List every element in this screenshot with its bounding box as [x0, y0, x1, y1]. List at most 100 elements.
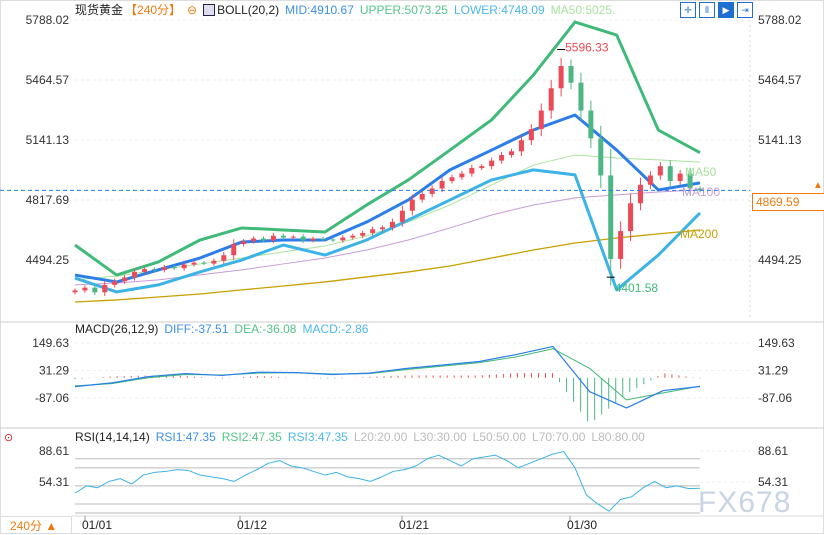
l30-value: L30:30.00: [413, 430, 467, 444]
y-tick-right: 5141.13: [758, 133, 802, 147]
candle-body: [489, 160, 495, 167]
candle-body: [171, 267, 177, 269]
candle-body: [568, 66, 574, 83]
candle-body: [161, 267, 167, 271]
l20-value: L20:20.00: [353, 430, 408, 444]
candle-body: [370, 229, 376, 233]
candle-body: [509, 151, 515, 156]
macd-name[interactable]: MACD(26,12,9): [75, 322, 159, 336]
lower-value: LOWER:4748.09: [453, 3, 545, 17]
candle-body: [112, 281, 118, 285]
candle-body: [330, 239, 336, 241]
candle-body: [469, 168, 475, 174]
y-tick-left: 4817.69: [26, 193, 70, 207]
macd-y-tick-right: 149.63: [758, 336, 795, 350]
rsi-y-tick-left: 54.31: [39, 475, 69, 489]
candle-body: [499, 155, 505, 161]
candle-body: [409, 199, 415, 211]
x-tick-label: 01/01: [82, 518, 112, 532]
candle-body: [270, 235, 276, 241]
candle-body: [598, 138, 604, 176]
rsi-y-tick-left: 88.61: [39, 444, 69, 458]
dea-value: DEA:-36.08: [234, 322, 297, 336]
macd-header: MACD(26,12,9) DIFF:-37.51 DEA:-36.08 MAC…: [75, 322, 368, 336]
settings-icon[interactable]: ⊖: [187, 3, 198, 17]
y-tick-left: 5788.02: [26, 13, 70, 27]
macd-y-tick-left: -87.06: [35, 391, 69, 405]
candle-body: [181, 264, 187, 269]
candle-body: [340, 237, 346, 241]
candle-body: [320, 238, 326, 240]
l70-value: L70:70.00: [532, 430, 586, 444]
candle-body: [280, 235, 286, 238]
line-rsi1: [74, 451, 701, 512]
indicator-icon[interactable]: [203, 4, 216, 16]
current-price-label: 4869.59: [752, 193, 824, 211]
candle-body: [528, 129, 534, 141]
period-label[interactable]: 【240分】: [125, 3, 182, 17]
candle-body: [251, 238, 257, 242]
candle-body: [132, 271, 138, 278]
y-tick-left: 5141.13: [26, 133, 70, 147]
candle-body: [92, 287, 98, 293]
crosshair-icon[interactable]: ✛: [680, 2, 696, 18]
candle-body: [221, 255, 227, 261]
candle-body: [350, 235, 356, 238]
candle-body: [687, 173, 693, 189]
candle-body: [231, 244, 237, 256]
candle-body: [459, 173, 465, 178]
rsi-name[interactable]: RSI(14,14,14): [75, 430, 150, 444]
scroll-up-icon[interactable]: ▲: [813, 180, 823, 191]
macd-value: MACD:-2.86: [302, 322, 369, 336]
watermark: FX678: [698, 486, 792, 519]
line-mid: [74, 113, 701, 284]
line-upper: [74, 20, 701, 277]
candle-body: [479, 166, 485, 169]
candle-body: [380, 227, 386, 230]
macd-y-tick-left: 31.29: [39, 363, 69, 377]
y-tick-right: 4494.25: [758, 253, 802, 267]
y-tick-right: 5788.02: [758, 13, 802, 27]
candle-body: [419, 194, 425, 200]
mid-value: MID:4910.67: [285, 3, 354, 17]
timeframe-button[interactable]: 240分 ▲: [0, 516, 72, 534]
rsi1-value: RSI1:47.35: [155, 430, 216, 444]
line-ma200: [74, 229, 701, 303]
candle-body: [241, 241, 247, 245]
toolbar: ✛ ⫴ ▶ ⇥: [680, 2, 753, 18]
candle-body: [628, 203, 634, 232]
candle-body: [558, 66, 564, 89]
candle-body: [310, 238, 316, 241]
candle-body: [141, 269, 147, 272]
candle-body: [548, 88, 554, 111]
draw-icon[interactable]: ▶: [718, 2, 734, 18]
l80-value: L80:80.00: [591, 430, 645, 444]
low-annotation: 4401.58: [615, 281, 659, 295]
indicator-name[interactable]: BOLL(20,2): [217, 3, 280, 17]
candle-body: [151, 269, 157, 271]
candle-body: [122, 277, 128, 282]
line-dea: [74, 348, 701, 401]
macd-y-tick-left: 149.63: [32, 336, 69, 350]
x-tick-label: 01/12: [237, 518, 267, 532]
rsi2-value: RSI2:47.35: [221, 430, 282, 444]
rsi-settings-icon[interactable]: ⊙: [4, 432, 14, 444]
x-tick-label: 01/30: [567, 518, 597, 532]
line-lower: [74, 168, 702, 294]
x-tick-label: 01/21: [399, 518, 429, 532]
candle-body: [647, 175, 653, 185]
candle-body: [618, 231, 624, 259]
candle-body: [429, 188, 435, 195]
exit-icon[interactable]: ⇥: [737, 2, 753, 18]
high-annotation: 5596.33: [565, 41, 609, 55]
l50-value: L50:50.00: [472, 430, 527, 444]
rsi3-value: RSI3:47.35: [287, 430, 348, 444]
ma200-label: MA200: [680, 227, 718, 241]
candle-body: [677, 173, 683, 182]
candle-body: [578, 82, 584, 111]
range-icon[interactable]: ⫴: [699, 2, 715, 18]
ma50-value: MA50:5025.: [550, 3, 616, 17]
rsi-header: RSI(14,14,14) RSI1:47.35 RSI2:47.35 RSI3…: [75, 430, 645, 444]
candle-body: [290, 236, 296, 238]
